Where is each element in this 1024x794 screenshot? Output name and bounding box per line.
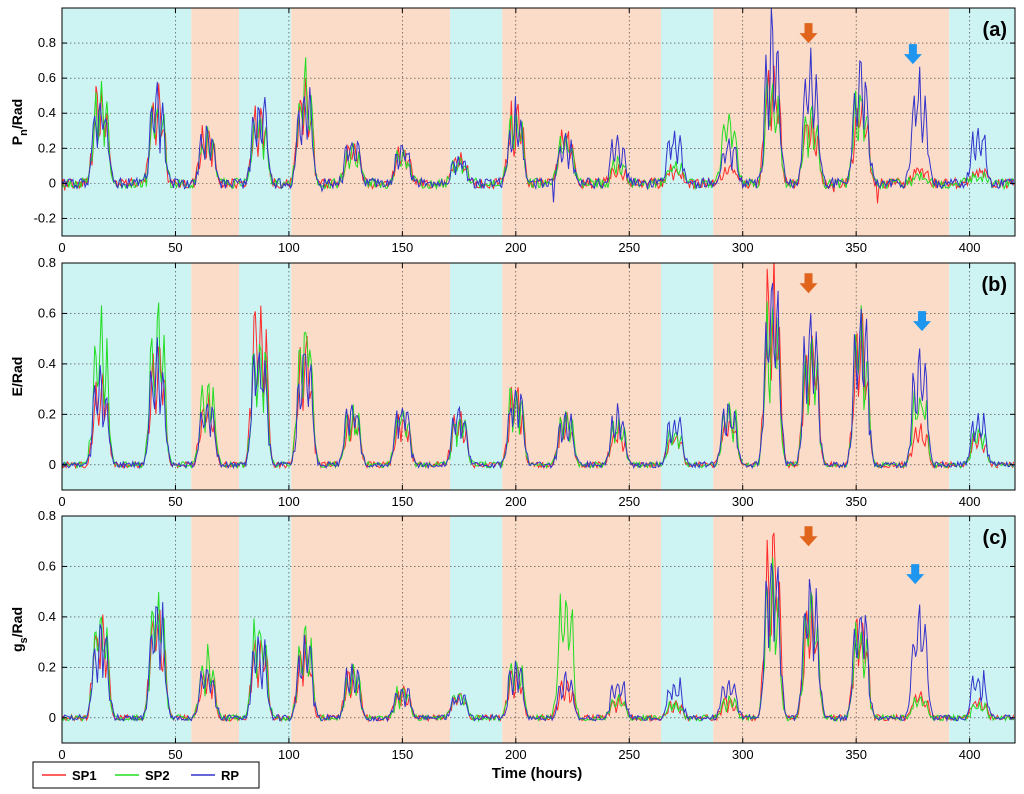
x-tick-label: 100 bbox=[278, 747, 300, 762]
x-tick-label: 400 bbox=[959, 747, 981, 762]
panel-2: 0 50 100 150 200 250 300 350 400 0 0.2 0.4 0.6 0.8 (b)… bbox=[9, 255, 1016, 509]
shaded-period-cyan bbox=[661, 8, 714, 236]
legend: SP1 SP2 RP bbox=[32, 761, 260, 789]
shaded-period-cyan bbox=[238, 516, 292, 743]
x-tick-label: 400 bbox=[959, 494, 981, 509]
arrow-marker-blue bbox=[913, 311, 931, 332]
y-tick-label: 0.4 bbox=[38, 609, 56, 624]
y-tick-label: 0.2 bbox=[38, 659, 56, 674]
legend-label-rp: RP bbox=[221, 768, 239, 783]
x-tick-label: 0 bbox=[58, 747, 65, 762]
arrow-marker-orange bbox=[799, 526, 818, 547]
x-tick-label: 300 bbox=[732, 747, 754, 762]
shaded-period-orange bbox=[502, 516, 662, 743]
y-tick-label: 0.8 bbox=[38, 508, 56, 523]
y-tick-label: -0.2 bbox=[34, 210, 56, 225]
x-tick-label: 250 bbox=[618, 240, 640, 255]
shaded-period-orange bbox=[191, 516, 239, 743]
shaded-period-cyan bbox=[450, 516, 503, 743]
x-tick-label: 300 bbox=[732, 494, 754, 509]
y-axis-title: E/Rad bbox=[9, 357, 25, 397]
x-tick-label: 0 bbox=[58, 240, 65, 255]
panel-3: 0 50 100 150 200 250 300 350 400 0 0.2 0.4 0.6 0.8 (c)… bbox=[9, 508, 1016, 762]
legend-label-sp1: SP1 bbox=[72, 768, 97, 783]
panel-label: (b) bbox=[981, 274, 1007, 296]
x-tick-label: 50 bbox=[168, 747, 182, 762]
shaded-period-orange bbox=[291, 516, 451, 743]
x-tick-label: 50 bbox=[168, 240, 182, 255]
x-tick-label: 400 bbox=[959, 240, 981, 255]
shaded-period-cyan bbox=[62, 516, 192, 743]
x-tick-label: 350 bbox=[845, 747, 867, 762]
x-tick-label: 250 bbox=[618, 494, 640, 509]
shaded-period-orange bbox=[713, 8, 950, 236]
panel-label: (c) bbox=[983, 527, 1007, 549]
series-line-rp bbox=[62, 8, 1015, 203]
x-tick-label: 150 bbox=[392, 240, 414, 255]
series-line-rp bbox=[62, 282, 1014, 470]
shaded-period-orange bbox=[191, 263, 239, 490]
series-line-rp bbox=[62, 563, 1015, 723]
shaded-period-orange bbox=[713, 263, 950, 490]
panel-1: 0 50 100 150 200 250 300 350 400-0.200.20.40.60.… bbox=[9, 7, 1016, 255]
x-axis-title: Time (hours) bbox=[492, 765, 583, 782]
shaded-period-cyan bbox=[450, 263, 503, 490]
x-tick-label: 50 bbox=[168, 494, 182, 509]
shaded-period-orange bbox=[291, 263, 451, 490]
shaded-period-cyan bbox=[62, 263, 192, 490]
y-tick-label: 0.6 bbox=[38, 305, 56, 320]
shaded-period-orange bbox=[502, 8, 662, 236]
x-tick-label: 0 bbox=[58, 494, 65, 509]
y-tick-label: 0.8 bbox=[38, 255, 56, 270]
shaded-period-orange bbox=[713, 516, 950, 743]
axes-frame bbox=[61, 262, 1016, 491]
shaded-period-cyan bbox=[949, 8, 1015, 236]
x-tick-label: 350 bbox=[845, 494, 867, 509]
legend-label-sp2: SP2 bbox=[145, 768, 170, 783]
shaded-period-orange bbox=[291, 8, 451, 236]
y-tick-label: 0.2 bbox=[38, 140, 56, 155]
y-tick-label: 0.8 bbox=[38, 35, 56, 50]
y-tick-label: 0.6 bbox=[38, 70, 56, 85]
y-tick-label: 0 bbox=[49, 710, 56, 725]
y-tick-label: 0.2 bbox=[38, 406, 56, 421]
y-tick-label: 0.6 bbox=[38, 558, 56, 573]
x-tick-label: 200 bbox=[505, 240, 527, 255]
y-tick-label: 0 bbox=[49, 457, 56, 472]
shaded-period-orange bbox=[191, 8, 239, 236]
x-tick-label: 200 bbox=[505, 494, 527, 509]
y-axis-title: Pn/Rad bbox=[9, 99, 30, 145]
axes-frame bbox=[61, 7, 1016, 237]
shaded-period-cyan bbox=[661, 263, 714, 490]
shaded-period-orange bbox=[502, 263, 662, 490]
arrow-marker-blue bbox=[906, 564, 925, 585]
x-tick-label: 100 bbox=[278, 240, 300, 255]
shaded-period-cyan bbox=[949, 263, 1015, 490]
x-tick-label: 100 bbox=[278, 494, 300, 509]
y-tick-label: 0.4 bbox=[38, 356, 56, 371]
y-axis-title: gs/Rad bbox=[9, 607, 30, 652]
shaded-period-cyan bbox=[450, 8, 503, 236]
x-tick-label: 300 bbox=[732, 240, 754, 255]
arrow-marker-blue bbox=[903, 44, 922, 65]
shaded-period-cyan bbox=[62, 8, 192, 236]
axes-frame bbox=[61, 515, 1016, 744]
x-tick-label: 150 bbox=[392, 747, 414, 762]
x-tick-label: 250 bbox=[618, 747, 640, 762]
y-tick-label: 0 bbox=[49, 175, 56, 190]
x-tick-label: 350 bbox=[845, 240, 867, 255]
y-tick-label: 0.4 bbox=[38, 105, 56, 120]
arrow-marker-orange bbox=[799, 273, 818, 294]
panel-label: (a) bbox=[983, 19, 1007, 41]
x-tick-label: 200 bbox=[505, 747, 527, 762]
x-tick-label: 150 bbox=[392, 494, 414, 509]
arrow-marker-orange bbox=[799, 23, 818, 44]
shaded-period-cyan bbox=[238, 8, 292, 236]
